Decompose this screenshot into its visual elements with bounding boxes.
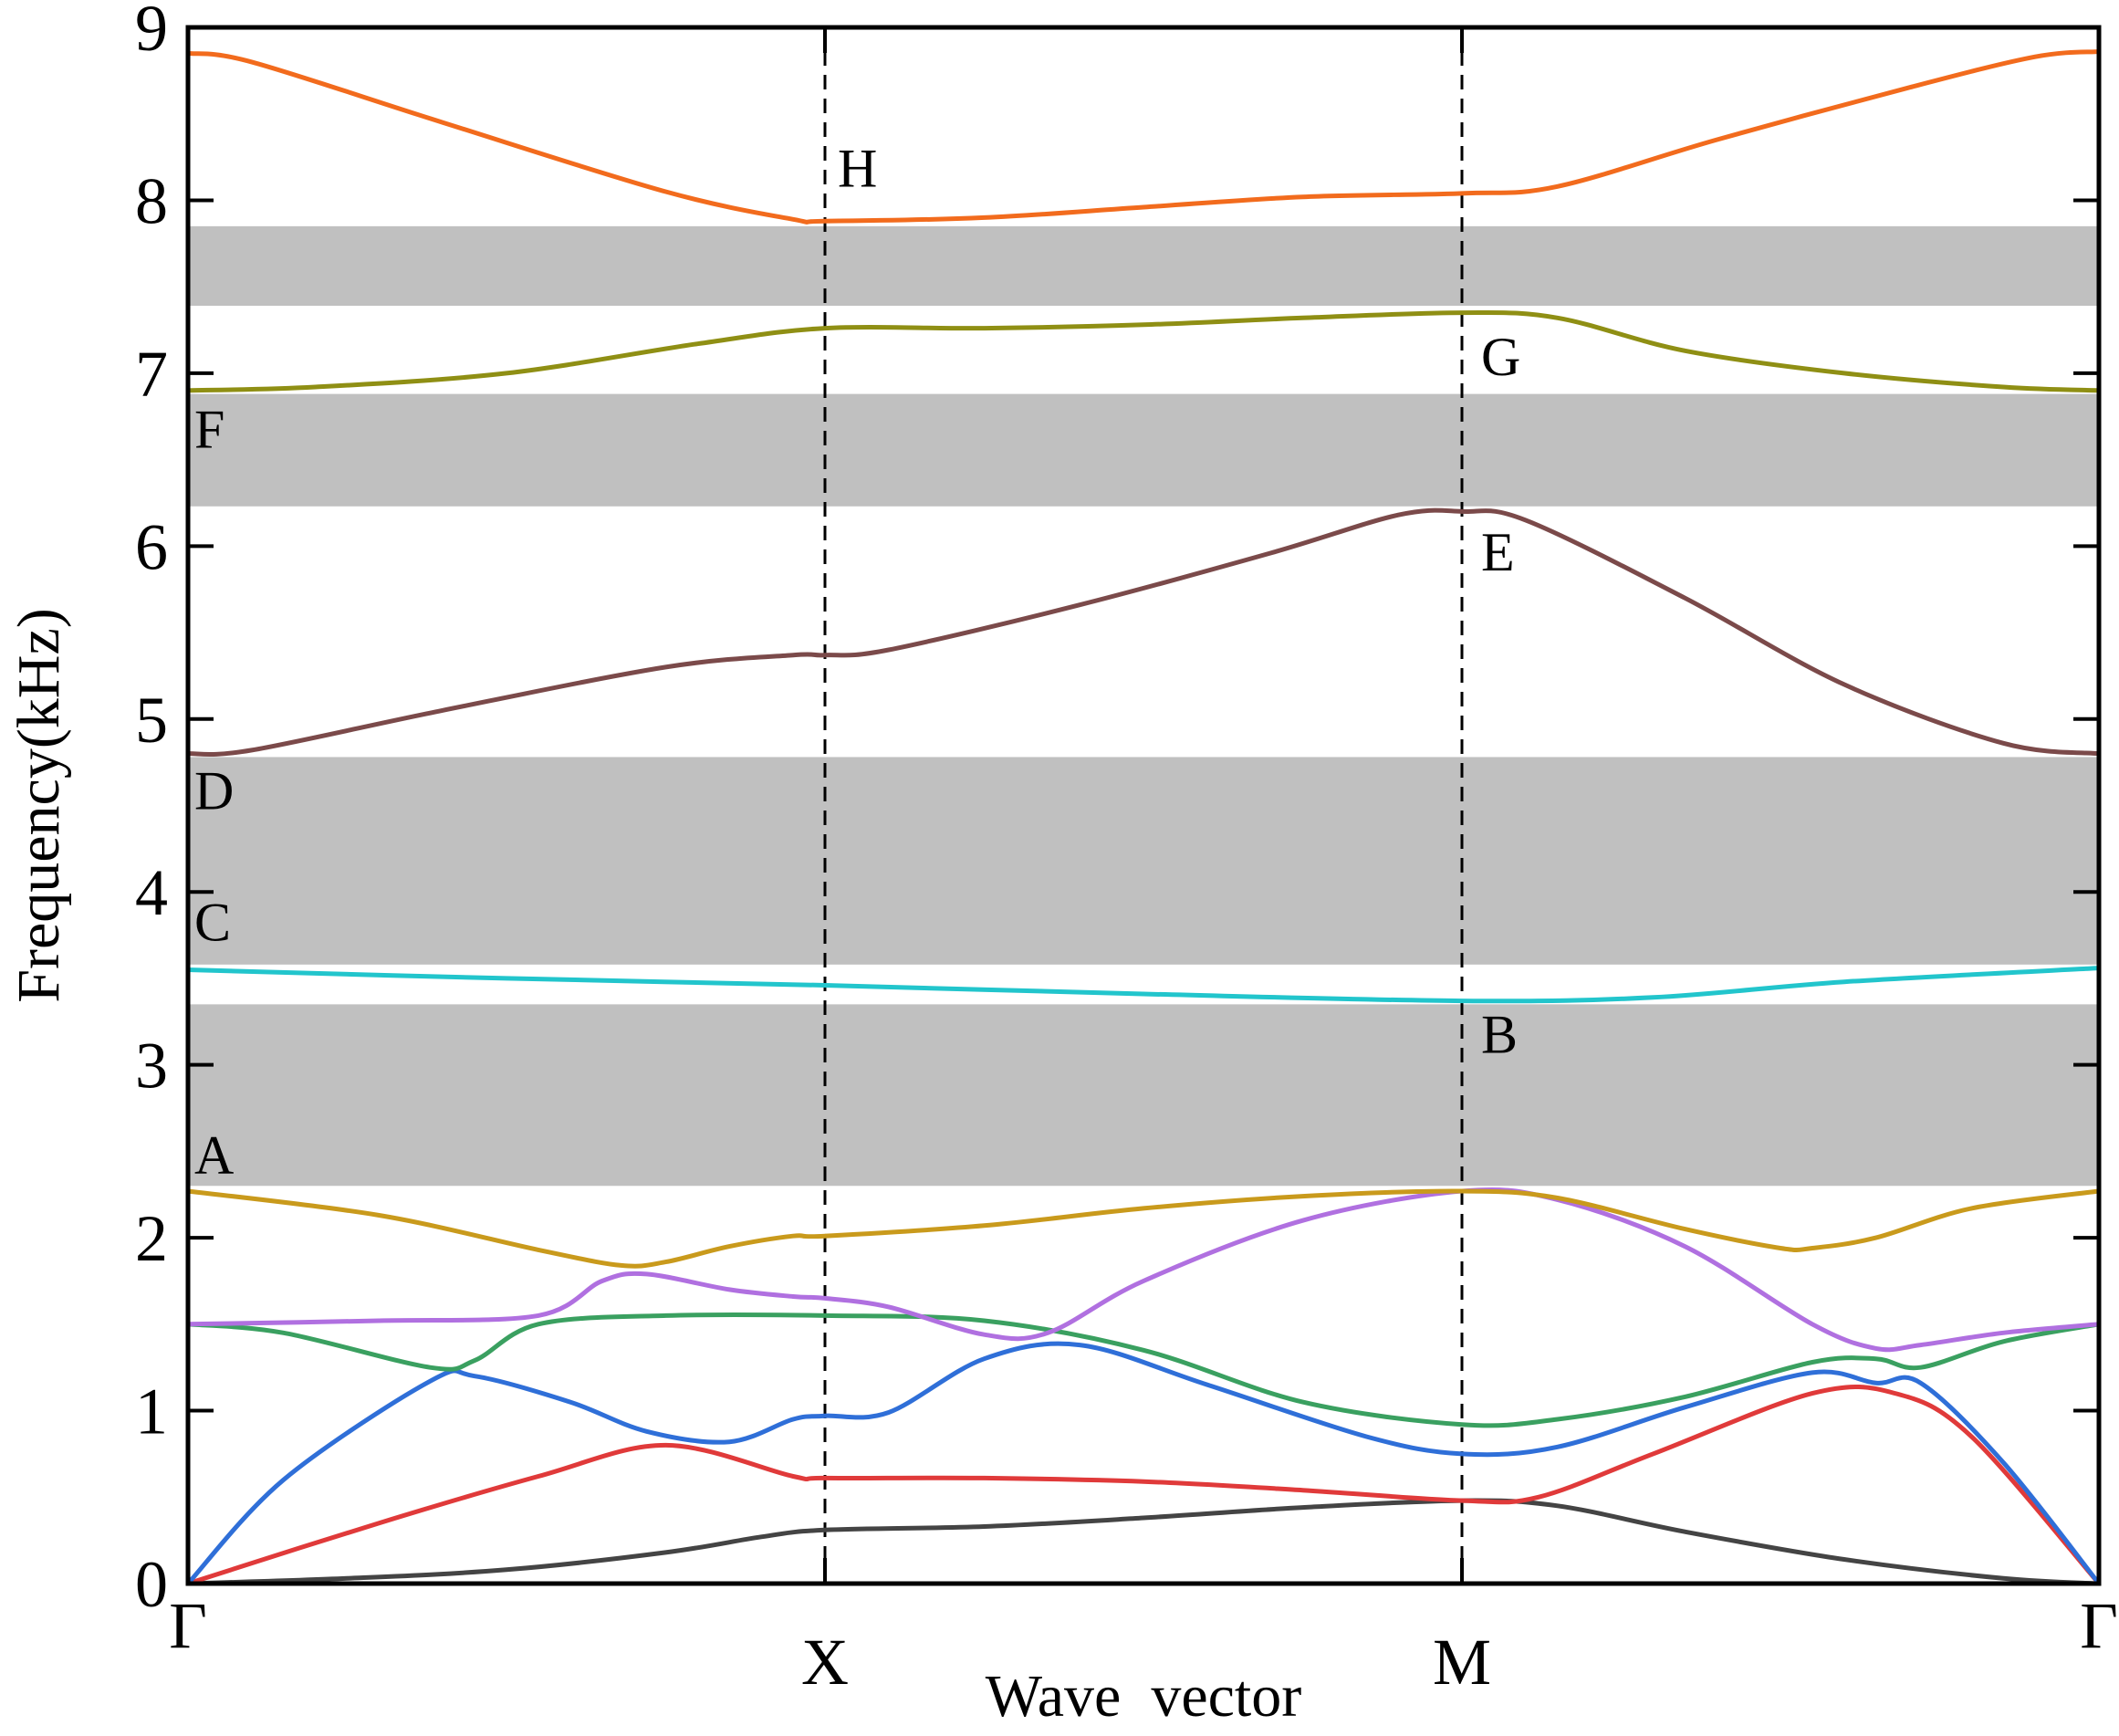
annotation-c: C: [194, 892, 231, 952]
x-tick-label: X: [801, 1626, 849, 1699]
y-axis-title: Frequency(kHz): [5, 608, 72, 1002]
band-10-line: [185, 49, 2102, 225]
y-tick-label: 9: [135, 0, 168, 65]
band-4-line: [185, 1312, 2102, 1428]
x-tick-label: M: [1433, 1626, 1491, 1699]
plot-frame: [185, 25, 2102, 1586]
axis-ticks: 0 1 2 3 4 5 6 7 8 9 Γ X M Γ: [135, 0, 2118, 1699]
band-gap-3: [188, 393, 2099, 507]
band-gap-1: [188, 1004, 2099, 1187]
band-gap-2: [188, 757, 2099, 965]
x-tick-label: Γ: [169, 1589, 207, 1662]
band-2-line: [185, 1385, 2102, 1586]
annotation-f: F: [194, 399, 224, 459]
band-1-line: [185, 1498, 2102, 1586]
x-tick-label: Γ: [2080, 1589, 2118, 1662]
y-tick-label: 0: [135, 1548, 168, 1621]
band-8-line: [185, 507, 2102, 758]
y-tick-label: 5: [135, 684, 168, 757]
annotation-h: H: [838, 138, 877, 198]
annotation-d: D: [194, 760, 234, 821]
y-tick-label: 7: [135, 338, 168, 411]
y-tick-label: 6: [135, 510, 168, 583]
band-6-line: [185, 1188, 2102, 1269]
annotation-g: G: [1481, 327, 1520, 387]
y-tick-label: 8: [135, 164, 168, 237]
band-5-line: [185, 1187, 2102, 1353]
annotation-a: A: [194, 1125, 234, 1186]
y-tick-label: 3: [135, 1030, 168, 1103]
dispersion-curves: [185, 49, 2102, 1586]
band-7-line: [185, 966, 2102, 1004]
y-tick-label: 2: [135, 1202, 168, 1275]
annotation-b: B: [1481, 1004, 1518, 1064]
band-gap-layer: [188, 225, 2099, 1187]
band-9-line: [185, 310, 2102, 393]
band-3-line: [185, 1341, 2102, 1586]
band-gap-4: [188, 225, 2099, 307]
y-tick-label: 1: [135, 1375, 168, 1448]
annotation-layer: A B C D E F G H: [194, 138, 1520, 1186]
annotation-e: E: [1481, 522, 1515, 582]
y-tick-label: 4: [135, 856, 168, 929]
x-axis-title: Wave vector: [986, 1663, 1302, 1730]
